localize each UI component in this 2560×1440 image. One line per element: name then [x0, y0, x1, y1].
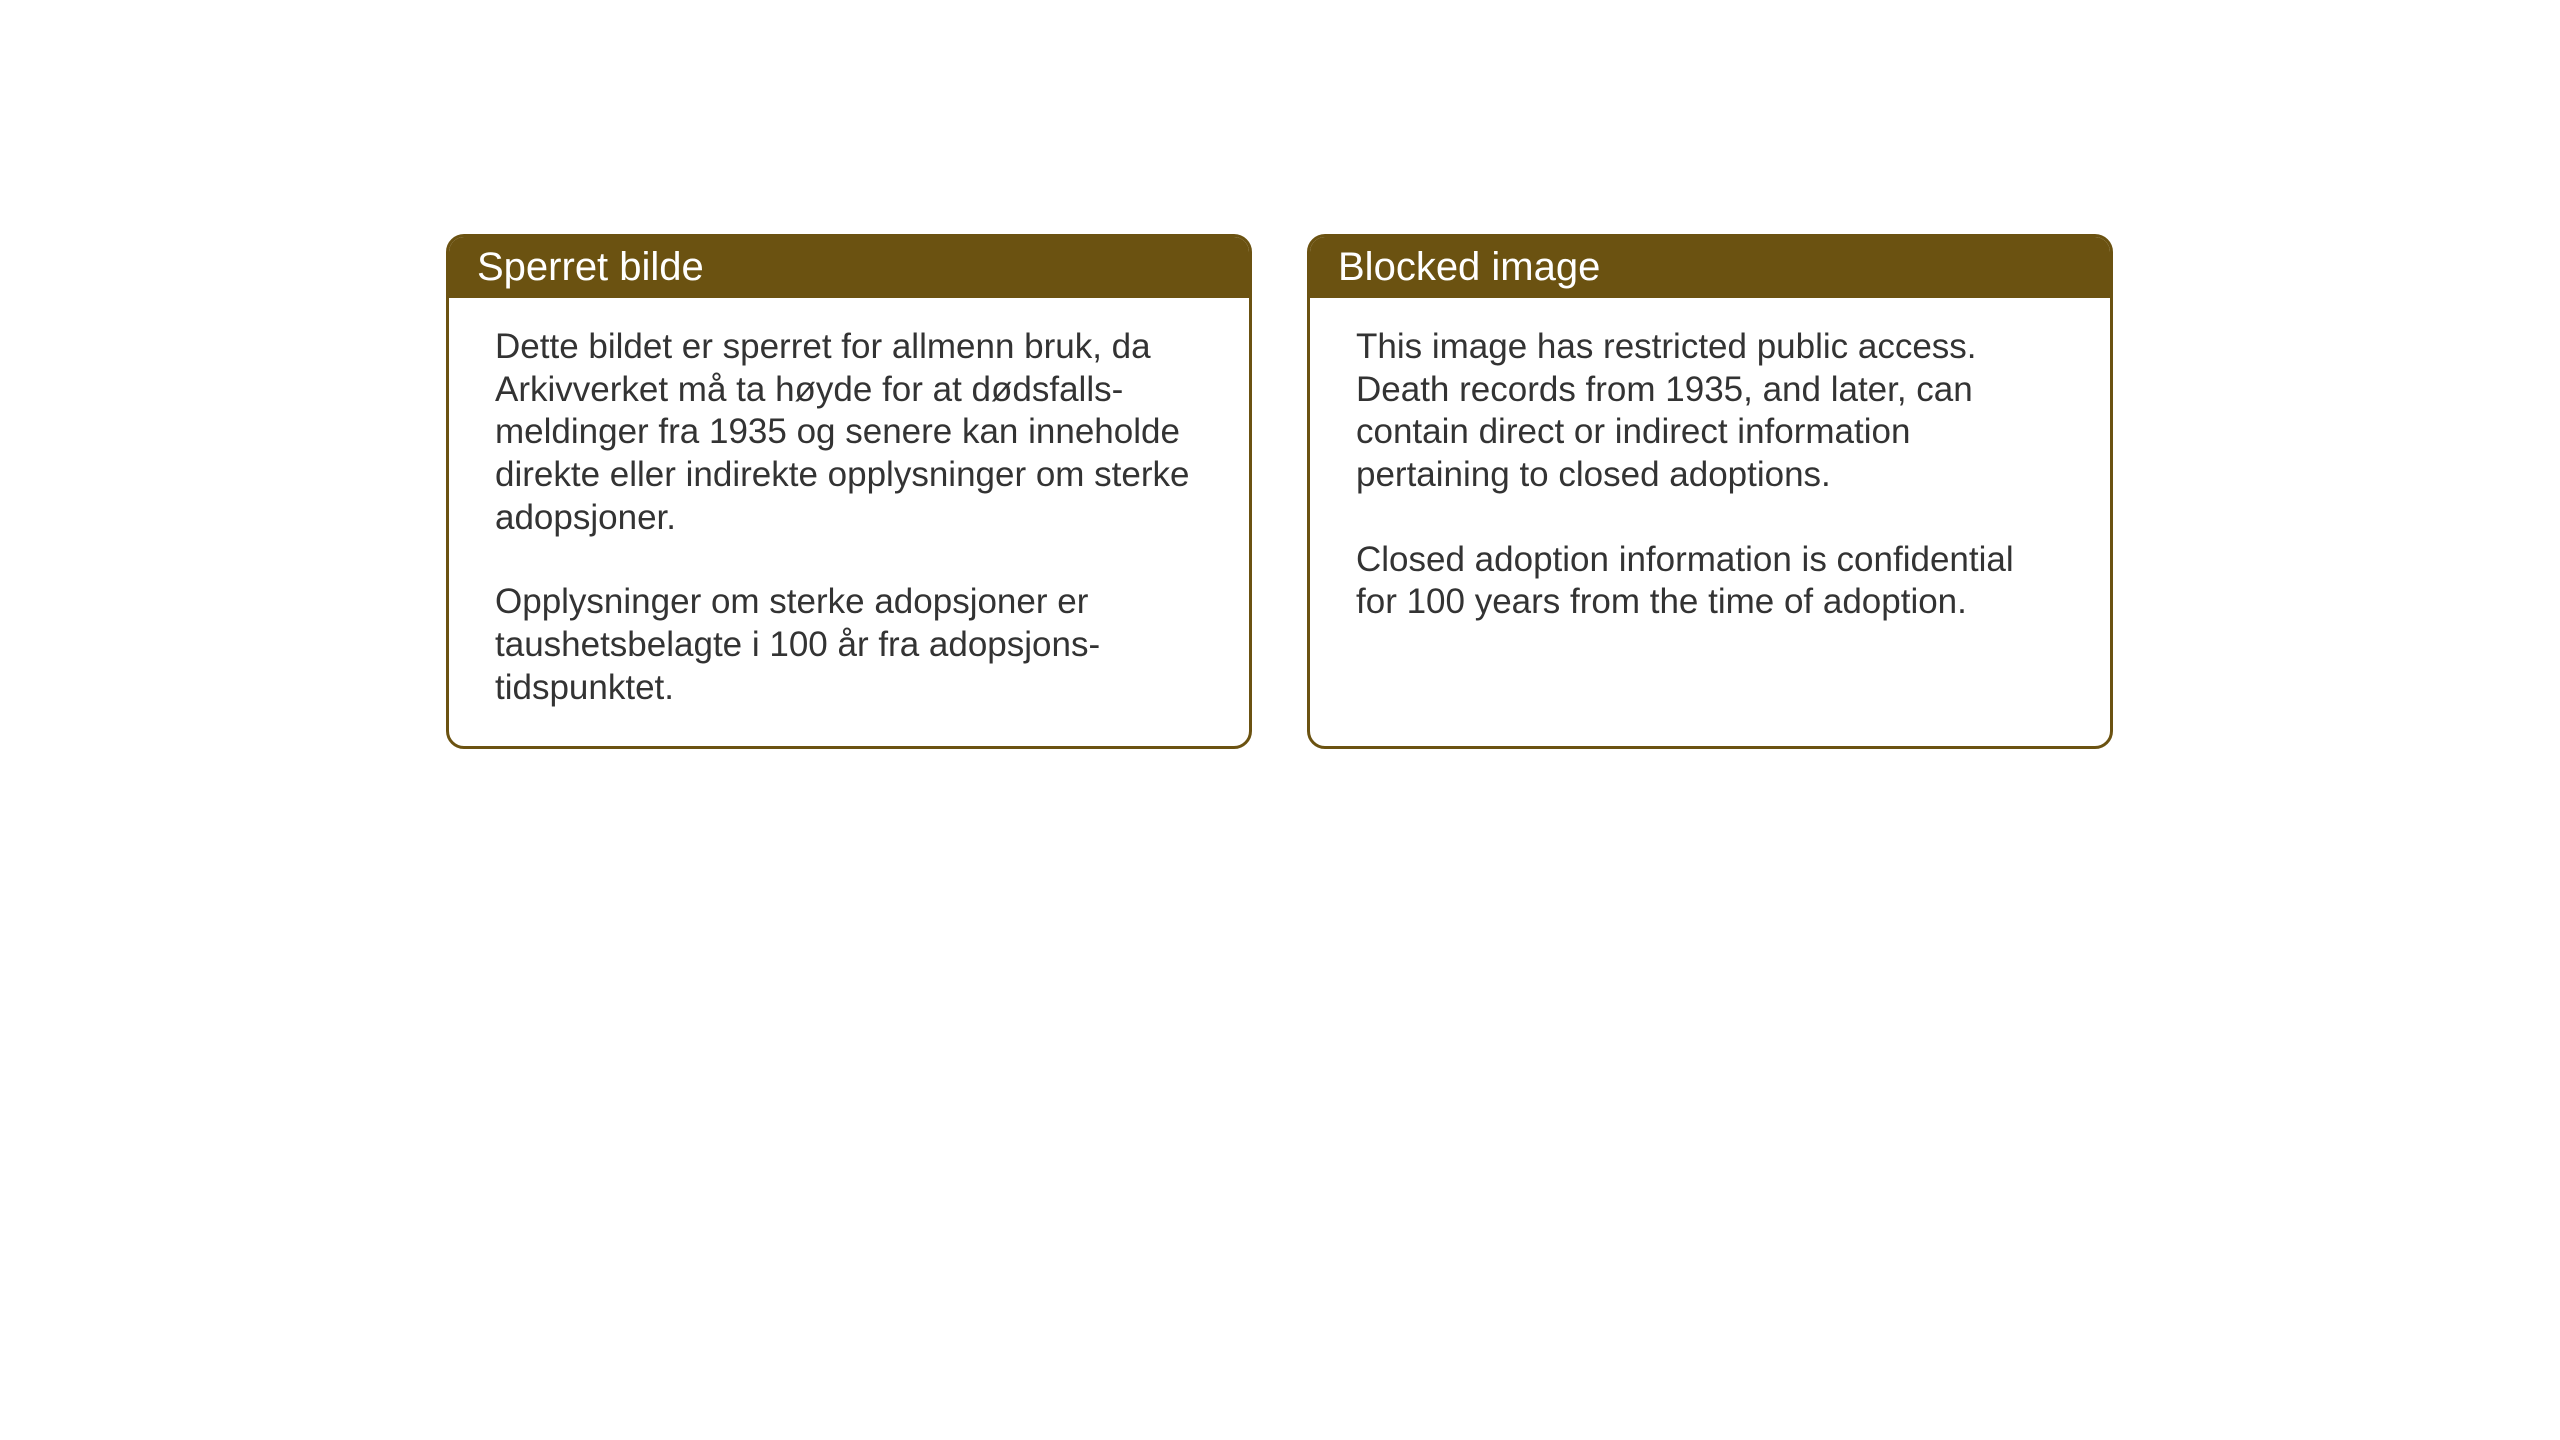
english-card: Blocked image This image has restricted … — [1307, 234, 2113, 749]
norwegian-card-body: Dette bildet er sperret for allmenn bruk… — [449, 298, 1249, 746]
norwegian-paragraph-1: Dette bildet er sperret for allmenn bruk… — [495, 326, 1203, 539]
english-paragraph-1: This image has restricted public access.… — [1356, 326, 2064, 497]
english-card-header: Blocked image — [1310, 237, 2110, 298]
notice-container: Sperret bilde Dette bildet er sperret fo… — [446, 234, 2113, 749]
english-paragraph-2: Closed adoption information is confident… — [1356, 539, 2064, 624]
norwegian-paragraph-2: Opplysninger om sterke adopsjoner er tau… — [495, 581, 1203, 709]
english-card-body: This image has restricted public access.… — [1310, 298, 2110, 660]
norwegian-card-title: Sperret bilde — [477, 245, 704, 289]
english-card-title: Blocked image — [1338, 245, 1600, 289]
norwegian-card: Sperret bilde Dette bildet er sperret fo… — [446, 234, 1252, 749]
norwegian-card-header: Sperret bilde — [449, 237, 1249, 298]
